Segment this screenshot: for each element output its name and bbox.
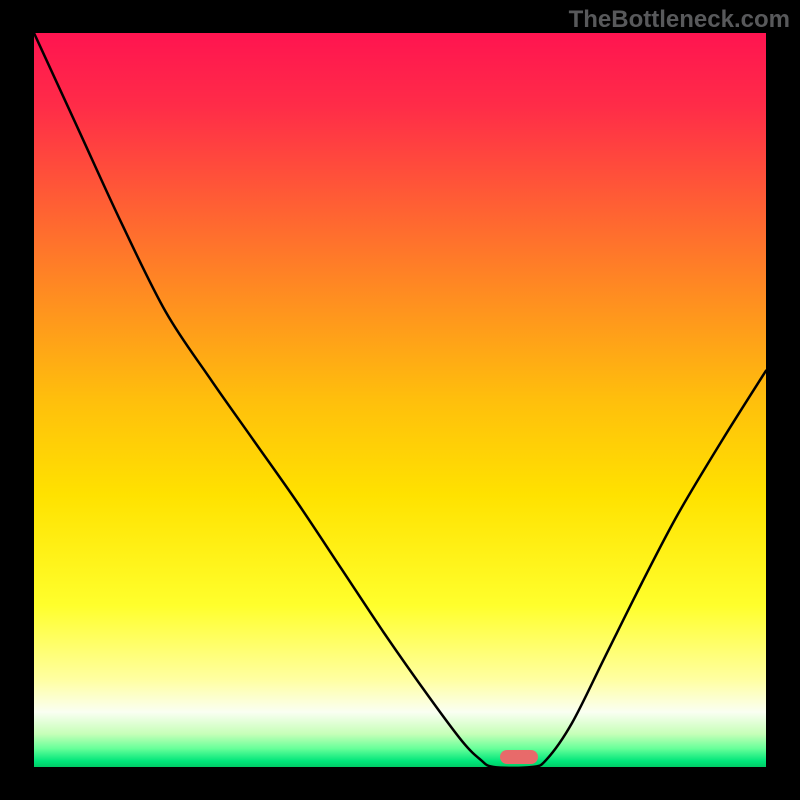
watermark-text: TheBottleneck.com [569,6,790,34]
chart-container: TheBottleneck.com [0,0,800,800]
optimum-marker [500,750,538,764]
plot-area [34,33,766,767]
